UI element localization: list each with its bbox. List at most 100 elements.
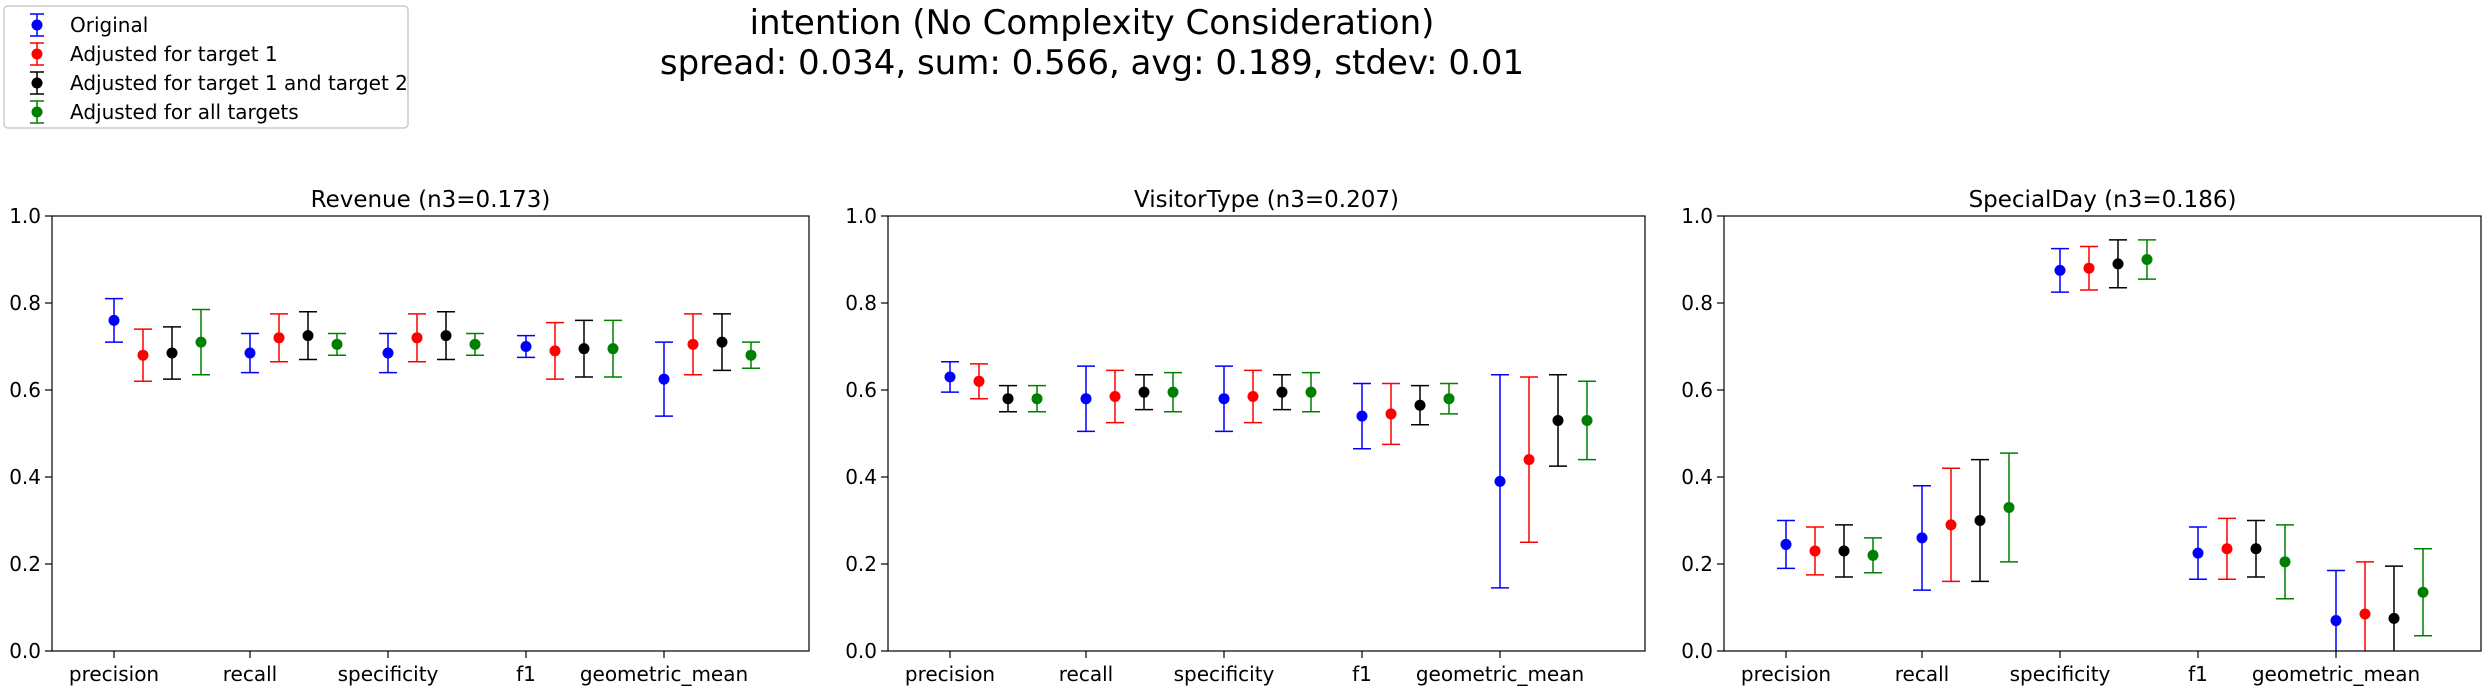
legend-marker: [31, 48, 43, 60]
y-tick-label: 0.6: [1681, 378, 1713, 402]
data-point: [1002, 393, 1014, 405]
data-point: [745, 349, 757, 361]
y-tick-label: 0.6: [9, 378, 41, 402]
legend-entry: Original: [30, 13, 148, 37]
legend-frame: [3, 5, 409, 129]
data-point: [302, 330, 314, 342]
x-tick-label: recall: [1895, 662, 1949, 686]
data-point: [2192, 547, 2204, 559]
y-tick-label: 1.0: [9, 204, 41, 228]
data-point: [549, 345, 561, 357]
y-tick-label: 0.8: [845, 291, 877, 315]
data-point: [1138, 386, 1150, 398]
data-point: [1167, 386, 1179, 398]
data-point: [2250, 543, 2262, 555]
data-point: [1356, 410, 1368, 422]
data-point: [607, 343, 619, 355]
data-point: [578, 343, 590, 355]
data-point: [2141, 254, 2153, 265]
y-tick-label: 0.4: [845, 465, 877, 489]
data-point: [1552, 414, 1564, 426]
data-point: [331, 338, 343, 350]
data-point: [1838, 545, 1850, 557]
x-tick-label: specificity: [338, 662, 439, 686]
y-tick-label: 0.4: [9, 465, 41, 489]
y-tick-label: 0.4: [1681, 465, 1713, 489]
data-point: [1414, 399, 1426, 411]
data-point: [1443, 393, 1455, 405]
subplot: Revenue (n3=0.173) 0.0 0.2 0.4 0.6 0.8 1.0 prec…: [9, 187, 810, 686]
data-point: [716, 336, 728, 348]
data-point: [108, 314, 120, 326]
data-point: [1276, 386, 1288, 398]
subplot-title: SpecialDay (n3=0.186): [1969, 187, 2237, 213]
x-tick-label: specificity: [1174, 662, 1275, 686]
data-point: [1305, 386, 1317, 398]
subplot-title: Revenue (n3=0.173): [311, 187, 551, 213]
legend-label: Adjusted for target 1: [70, 42, 278, 66]
axes-frame: [887, 215, 1646, 652]
x-tick-label: recall: [223, 662, 277, 686]
data-point: [2388, 612, 2400, 624]
data-point: [1974, 515, 1986, 526]
y-tick-label: 0.8: [1681, 291, 1713, 315]
data-point: [1080, 393, 1092, 405]
data-point: [2054, 264, 2066, 276]
data-point: [687, 338, 699, 350]
legend-entry: Adjusted for target 1: [30, 42, 278, 66]
suptitle-line-2: spread: 0.034, sum: 0.566, avg: 0.189, s…: [660, 43, 1524, 83]
data-point: [1247, 391, 1259, 403]
data-point: [137, 349, 149, 361]
y-tick-label: 0.6: [845, 378, 877, 402]
subplot: SpecialDay (n3=0.186) 0.0 0.2 0.4 0.6 0.8 1.0 p…: [1681, 187, 2482, 686]
y-tick-label: 0.8: [9, 291, 41, 315]
y-tick-label: 0.0: [845, 639, 877, 663]
x-tick-label: precision: [69, 662, 159, 686]
x-tick-label: f1: [1352, 662, 1372, 686]
data-point: [1218, 393, 1230, 405]
data-point: [2330, 615, 2342, 627]
data-point: [2359, 608, 2371, 620]
data-point: [2417, 586, 2429, 598]
legend-label: Adjusted for all targets: [70, 100, 299, 124]
x-tick-label: geometric_mean: [2252, 662, 2420, 686]
x-tick-label: specificity: [2010, 662, 2111, 686]
data-point: [1780, 538, 1792, 550]
y-tick-label: 1.0: [845, 204, 877, 228]
x-tick-label: geometric_mean: [1416, 662, 1584, 686]
data-point: [658, 373, 670, 385]
y-tick-label: 0.0: [9, 639, 41, 663]
legend-marker: [31, 77, 43, 89]
data-point: [2003, 501, 2015, 513]
data-point: [166, 347, 178, 359]
y-tick-label: 0.2: [1681, 552, 1713, 576]
data-point: [1109, 391, 1121, 403]
subplot-title: VisitorType (n3=0.207): [1134, 187, 1399, 213]
x-tick-label: precision: [905, 662, 995, 686]
subplot: VisitorType (n3=0.207) 0.0 0.2 0.4 0.6 0.8 1.0…: [845, 187, 1646, 686]
legend-marker: [31, 106, 43, 118]
y-tick-label: 0.0: [1681, 639, 1713, 663]
data-point: [2083, 262, 2095, 274]
y-tick-label: 0.2: [845, 552, 877, 576]
data-point: [1494, 475, 1506, 487]
data-point: [944, 371, 956, 383]
data-point: [1916, 532, 1928, 544]
x-tick-label: f1: [2188, 662, 2208, 686]
data-point: [411, 332, 423, 344]
x-tick-label: recall: [1059, 662, 1113, 686]
axes-frame: [1723, 215, 2482, 652]
x-tick-label: f1: [516, 662, 536, 686]
data-point: [2112, 258, 2124, 270]
data-point: [382, 347, 394, 359]
data-point: [2221, 543, 2233, 555]
data-point: [1809, 545, 1821, 557]
legend: Original Adjusted for target 1 Adjusted fo…: [3, 5, 409, 129]
legend-label: Adjusted for target 1 and target 2: [70, 71, 408, 95]
data-point: [440, 330, 452, 342]
data-point: [520, 341, 532, 352]
data-point: [1523, 454, 1535, 466]
legend-entry: Adjusted for all targets: [30, 100, 299, 124]
data-point: [1945, 519, 1957, 531]
